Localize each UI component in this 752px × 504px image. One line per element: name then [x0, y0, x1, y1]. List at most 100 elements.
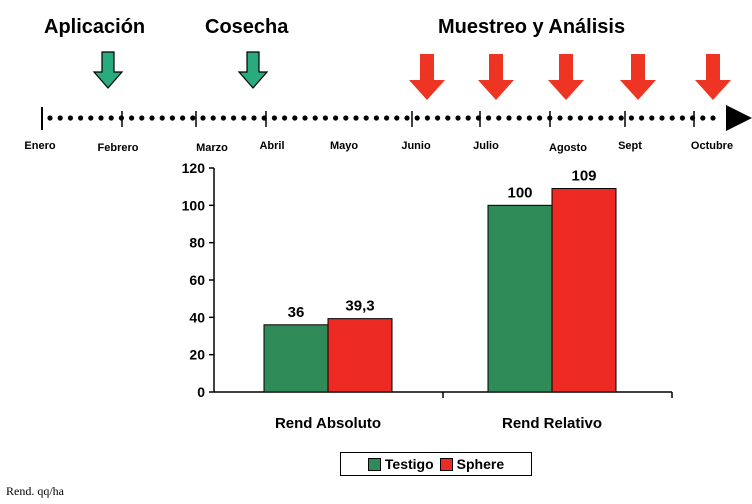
timeline-dot — [608, 115, 614, 121]
timeline-dot — [169, 115, 175, 121]
bar-sphere-0 — [327, 318, 393, 393]
month-agosto: Agosto — [549, 142, 587, 154]
timeline-dot — [271, 115, 277, 121]
timeline-dot — [700, 115, 706, 121]
timeline-dot — [496, 115, 502, 121]
timeline-dot — [312, 115, 318, 121]
legend-label-sphere: Sphere — [456, 456, 505, 472]
arrow-down-muestreo-icon — [620, 54, 656, 100]
timeline-dot — [628, 115, 635, 121]
timeline-dot — [88, 115, 94, 121]
timeline-dot — [526, 115, 533, 121]
timeline-dot — [98, 115, 104, 121]
y-tick-label: 40 — [189, 309, 205, 325]
timeline-dot — [231, 115, 237, 121]
timeline-dot — [588, 115, 594, 121]
timeline-dot — [190, 115, 196, 121]
chart-legend: Testigo Sphere — [340, 452, 532, 476]
month-julio: Julio — [473, 140, 499, 152]
timeline-dot — [129, 115, 135, 121]
timeline-dot — [343, 115, 349, 121]
timeline-dot — [618, 115, 624, 121]
timeline-dot — [353, 115, 359, 121]
arrow-down-muestreo-icon — [695, 54, 731, 100]
timeline-dot — [567, 115, 573, 121]
arrow-down-cosecha-icon — [237, 51, 269, 89]
timeline-dot — [200, 115, 206, 121]
timeline-dot — [404, 115, 410, 121]
legend-swatch-sphere — [439, 457, 453, 471]
timeline-dot — [241, 115, 247, 121]
y-tick-label: 100 — [182, 197, 206, 213]
timeline-dot — [251, 115, 257, 121]
timeline-dot — [282, 115, 288, 121]
timeline-dot — [679, 115, 686, 121]
timeline-dot — [302, 115, 308, 121]
timeline-dot — [384, 115, 390, 121]
timeline-dot — [414, 115, 420, 121]
data-label: 39,3 — [345, 298, 374, 315]
month-febrero: Febrero — [97, 142, 139, 154]
timeline-dot — [465, 115, 471, 121]
timeline-dot — [322, 115, 328, 121]
timeline-dot — [455, 115, 461, 121]
timeline-dot — [108, 115, 114, 121]
data-label: 36 — [288, 304, 305, 321]
timeline-arrowhead-icon — [726, 105, 752, 131]
phase-label-aplicacion: Aplicación — [44, 16, 146, 38]
timeline-dot — [159, 115, 165, 121]
timeline-dot — [506, 115, 512, 121]
legend-swatch-testigo — [367, 457, 381, 471]
timeline-dot — [67, 115, 73, 121]
category-label: Rend Absoluto — [275, 415, 381, 432]
timeline-dot — [394, 115, 400, 121]
month-octubre: Octubre — [690, 140, 734, 152]
timeline-dot — [149, 115, 155, 121]
month-abril: Abril — [259, 140, 285, 152]
timeline-dot — [598, 115, 604, 121]
bar-sphere-1 — [551, 188, 617, 393]
month-marzo: Marzo — [196, 142, 228, 154]
data-label: 109 — [571, 168, 596, 185]
timeline-dot — [292, 115, 298, 121]
timeline-dot — [659, 115, 665, 121]
timeline-dot — [210, 115, 216, 121]
timeline-dot — [649, 115, 655, 121]
timeline-dot — [445, 115, 451, 121]
timeline — [41, 51, 752, 131]
timeline-dot — [669, 115, 675, 121]
phase-label-muestreo: Muestreo y Análisis — [438, 16, 626, 38]
timeline-dot — [363, 115, 369, 121]
data-label: 100 — [507, 184, 532, 201]
timeline-dot — [78, 115, 84, 121]
legend-label-testigo: Testigo — [384, 456, 434, 472]
timeline-dot — [516, 115, 522, 121]
timeline-dot — [557, 115, 563, 121]
y-tick-label: 60 — [189, 272, 205, 288]
timeline-dot — [424, 115, 430, 121]
timeline-dot — [639, 115, 645, 121]
timeline-dot — [139, 115, 145, 121]
y-tick-label: 20 — [189, 347, 205, 363]
bar-testigo-1 — [487, 204, 553, 393]
timeline-dot — [220, 115, 226, 121]
legend-item-sphere: Sphere — [439, 456, 505, 472]
category-label: Rend Relativo — [502, 415, 602, 432]
month-junio: Junio — [401, 140, 431, 152]
month-enero: Enero — [24, 140, 56, 152]
bar-testigo-0 — [263, 324, 329, 393]
y-tick-label: 0 — [197, 384, 205, 400]
phase-label-cosecha: Cosecha — [205, 16, 289, 38]
timeline-dot — [710, 115, 716, 121]
arrow-down-muestreo-icon — [478, 54, 514, 100]
arrow-down-aplicacion-icon — [92, 51, 124, 89]
timeline-dot — [180, 115, 186, 121]
footnote: Rend. qq/ha — [6, 484, 64, 498]
y-tick-label: 120 — [182, 160, 206, 176]
timeline-dot — [57, 115, 63, 121]
timeline-dot — [373, 115, 379, 121]
timeline-dot — [486, 115, 492, 121]
y-tick-label: 80 — [189, 235, 205, 251]
month-mayo: Mayo — [329, 140, 359, 152]
